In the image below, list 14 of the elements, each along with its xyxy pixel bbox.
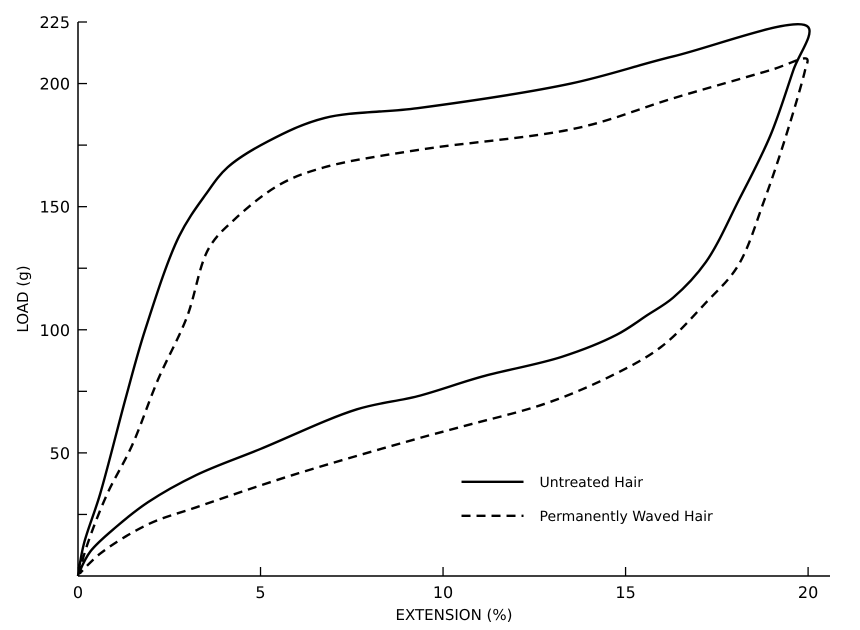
y-axis-title: LOAD (g) <box>14 265 32 333</box>
x-tick-label: 5 <box>255 583 266 602</box>
y-tick-label: 200 <box>39 74 70 94</box>
y-tick-label: 50 <box>50 444 70 463</box>
y-tick-label: 100 <box>39 320 70 340</box>
legend-label: Untreated Hair <box>540 474 644 491</box>
x-tick-label: 20 <box>798 583 818 602</box>
legend-label: Permanently Waved Hair <box>540 508 714 525</box>
x-tick-label: 15 <box>615 583 636 602</box>
x-tick-label: 10 <box>432 583 454 602</box>
y-tick-label: 225 <box>39 13 70 32</box>
x-tick-label: 0 <box>72 583 84 602</box>
x-axis-title: EXTENSION (%) <box>395 606 513 624</box>
y-tick-label: 150 <box>39 198 70 217</box>
